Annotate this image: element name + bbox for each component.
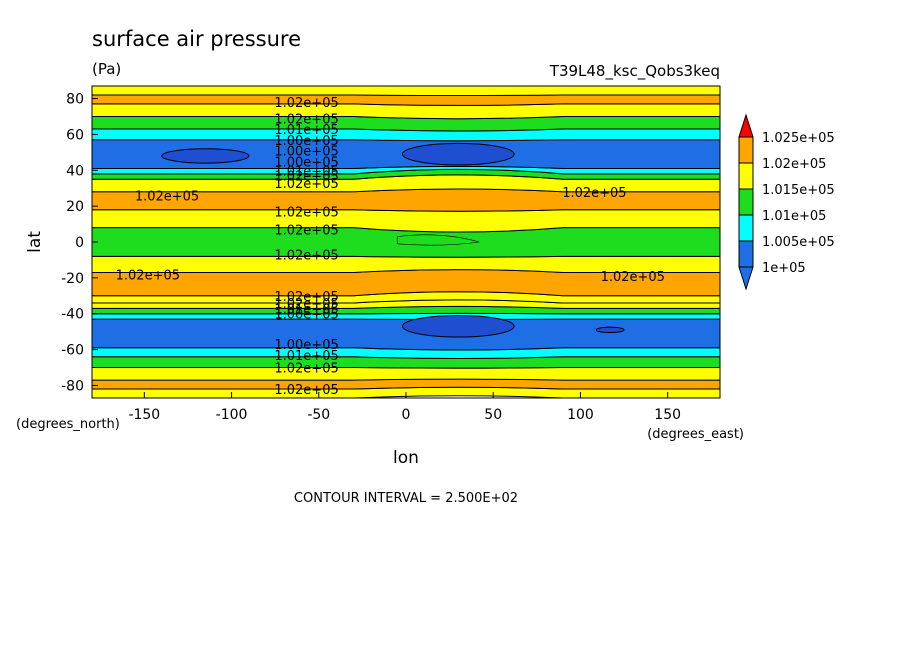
y-tick-label-1: 60 <box>66 127 84 143</box>
contour-label-20: 1.00e+05 <box>274 338 338 353</box>
x-axis: -150 -100 -50 0 50 100 150 <box>128 392 681 423</box>
y-tick-label-2: 40 <box>66 163 84 179</box>
y-tick-label-6: -40 <box>61 307 84 323</box>
y-tick-label-0: 80 <box>66 92 84 108</box>
x-tick-label-0: -150 <box>128 407 160 423</box>
contour-label-18: 1.01e+05 <box>274 302 338 317</box>
colorbar-box-0 <box>738 136 754 164</box>
colorbar-label-4: 1.005e+05 <box>762 235 835 250</box>
x-tick-label-5: 100 <box>567 407 594 423</box>
contour-label-4: 1.00e+05 <box>274 145 338 160</box>
x-tick-label-6: 150 <box>654 407 681 423</box>
equatorial-contour <box>396 234 480 246</box>
colorbar-label-1: 1.02e+05 <box>762 157 826 172</box>
contour-label-16: 1.02e+05 <box>274 290 338 305</box>
chart-units: (Pa) <box>92 60 121 78</box>
y-axis-label: lat <box>25 231 45 253</box>
contour-band-21 <box>92 103 720 120</box>
colorbar-label-0: 1.025e+05 <box>762 131 835 146</box>
colorbar-arrow-top <box>738 113 754 138</box>
contour-label-0: 1.02e+05 <box>274 96 338 111</box>
contour-label-10: 1.02e+05 <box>562 186 626 201</box>
low-pressure-cell-3 <box>595 326 625 334</box>
contour-label-11: 1.02e+05 <box>274 206 338 221</box>
x-axis-units: (degrees_east) <box>647 427 744 442</box>
contour-label-21: 1.01e+05 <box>274 349 338 364</box>
contour-band-22 <box>92 94 720 106</box>
y-tick-label-8: -80 <box>61 378 84 394</box>
contour-label-14: 1.02e+05 <box>116 268 180 283</box>
colorbar-label-2: 1.015e+05 <box>762 183 835 198</box>
contour-band-12 <box>92 227 720 258</box>
x-tick-label-3: 0 <box>402 407 411 423</box>
colorbar-label-3: 1.01e+05 <box>762 209 826 224</box>
contour-fill: 1.02e+051.02e+051.01e+051.00e+051.00e+05… <box>92 86 720 398</box>
chart-title: surface air pressure <box>92 27 301 51</box>
contour-label-15: 1.02e+05 <box>601 270 665 285</box>
contour-label-23: 1.02e+05 <box>274 383 338 398</box>
colorbar-box-1 <box>738 162 754 190</box>
contour-label-17: 1.02e+05 <box>274 297 338 312</box>
y-axis: 80 60 40 20 0 -20 -40 -60 -80 <box>61 92 98 394</box>
contour-label-5: 1.00e+05 <box>274 155 338 170</box>
contour-label-3: 1.00e+05 <box>274 134 338 149</box>
y-axis-units: (degrees_north) <box>16 417 120 432</box>
contour-label-19: 1.00e+05 <box>274 308 338 323</box>
x-axis-label: lon <box>393 448 419 468</box>
contour-interval-note: CONTOUR INTERVAL = 2.500E+02 <box>294 491 518 506</box>
x-tick-label-2: -50 <box>307 407 330 423</box>
x-tick-label-4: 50 <box>484 407 502 423</box>
low-pressure-cell-1 <box>161 148 250 164</box>
contour-label-12: 1.02e+05 <box>274 223 338 238</box>
colorbar-box-3 <box>738 214 754 242</box>
contour-band-20 <box>92 115 720 132</box>
contour-label-1: 1.02e+05 <box>274 112 338 127</box>
contour-band-23 <box>92 86 720 96</box>
plot-area: 1.02e+051.02e+051.01e+051.00e+051.00e+05… <box>91 85 721 399</box>
x-tick-label-1: -100 <box>216 407 248 423</box>
colorbar-box-2 <box>738 188 754 216</box>
colorbar: 1.025e+05 1.02e+05 1.015e+05 1.01e+05 1.005e… <box>738 113 835 291</box>
contour-band-2 <box>92 367 720 381</box>
y-tick-label-4: 0 <box>75 235 84 251</box>
contour-label-8: 1.02e+05 <box>274 177 338 192</box>
run-label: T39L48_ksc_Qobs3keq <box>549 62 720 81</box>
colorbar-label-5: 1e+05 <box>762 261 806 276</box>
low-pressure-cell-0 <box>402 142 515 166</box>
y-tick-label-7: -60 <box>61 343 84 359</box>
contour-label-13: 1.02e+05 <box>274 249 338 264</box>
contour-label-9: 1.02e+05 <box>135 189 199 204</box>
contour-label-2: 1.01e+05 <box>274 123 338 138</box>
contour-label-7: 1.02e+05 <box>274 170 338 185</box>
colorbar-box-4 <box>738 240 754 268</box>
y-tick-label-3: 20 <box>66 199 84 215</box>
contour-band-1 <box>92 378 720 390</box>
contour-label-22: 1.02e+05 <box>274 362 338 377</box>
low-pressure-cell-2 <box>402 315 515 338</box>
y-tick-label-5: -20 <box>61 271 84 287</box>
colorbar-arrow-bottom <box>738 266 754 291</box>
contour-label-6: 1.01e+05 <box>274 164 338 179</box>
contour-band-6 <box>92 312 720 320</box>
